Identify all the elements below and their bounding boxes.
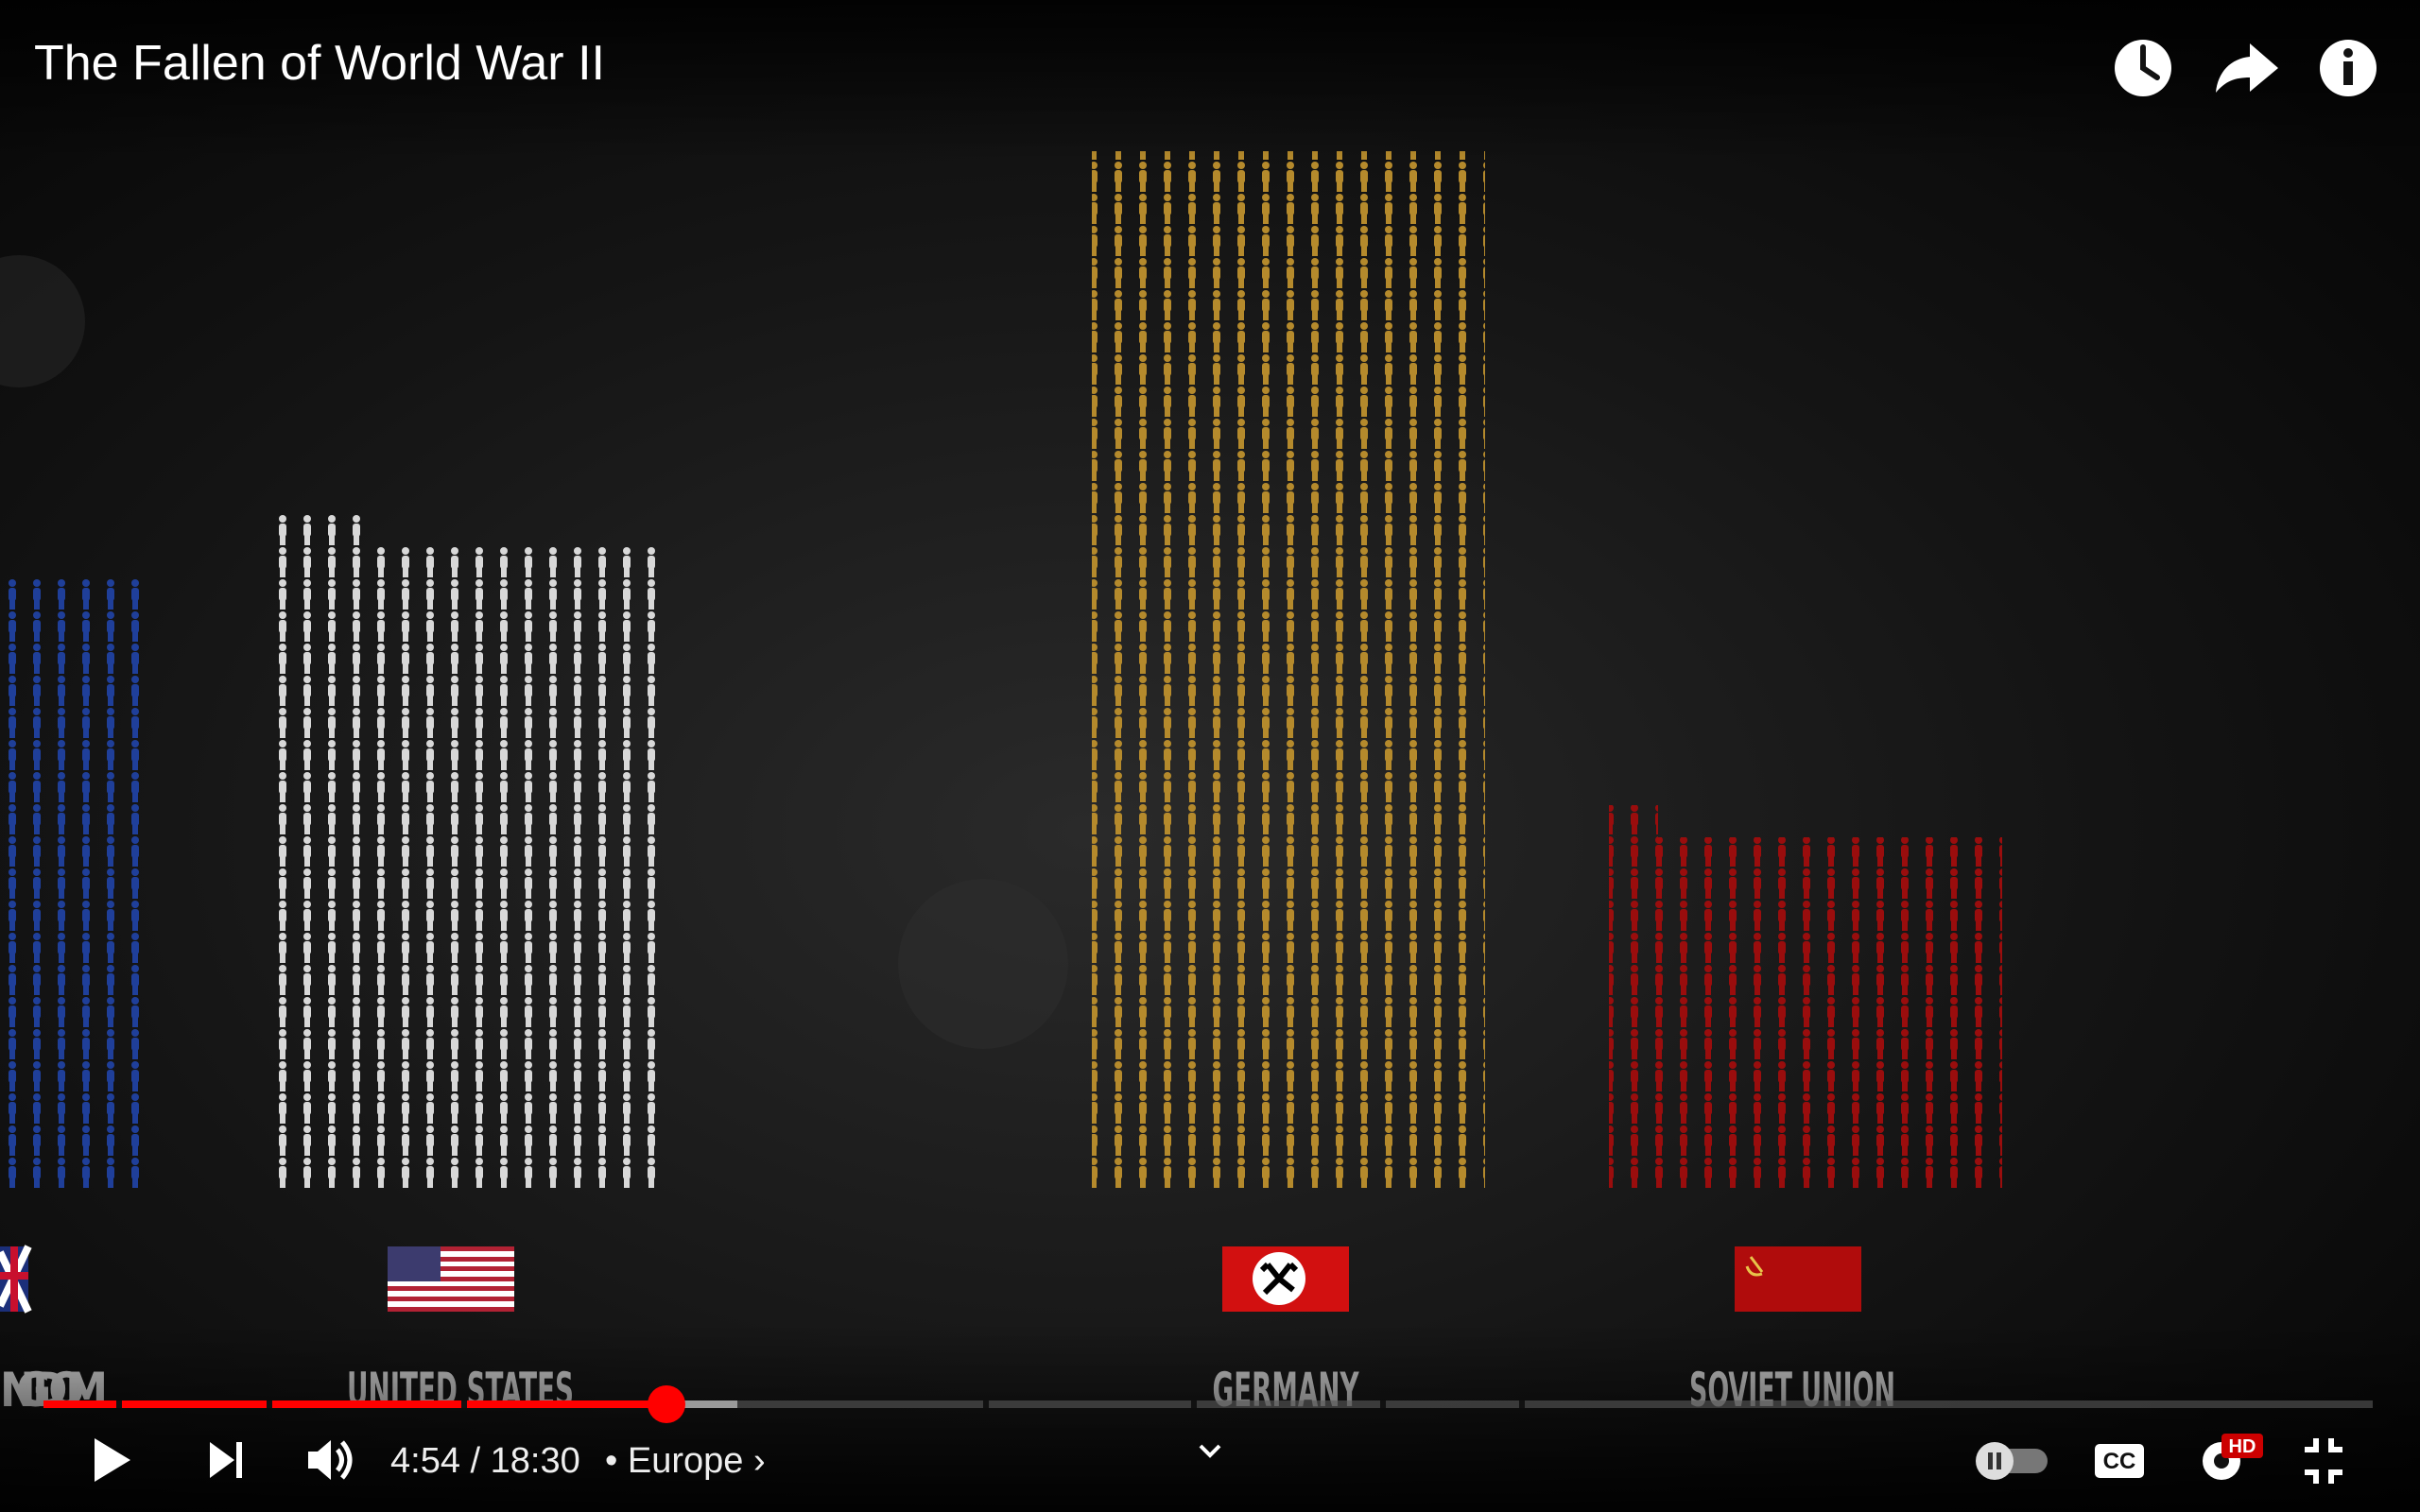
exit-fullscreen-button[interactable] (2305, 1438, 2342, 1484)
figure-column (1609, 837, 2002, 1189)
figure-column (275, 546, 668, 1189)
expand-chevron[interactable] (1199, 1444, 1221, 1458)
figure-column (0, 578, 148, 1189)
captions-button[interactable]: CC (2095, 1444, 2144, 1478)
figure-column (275, 514, 373, 546)
background-blur (0, 255, 85, 387)
flag-uk (0, 1245, 32, 1314)
captions-label: CC (2103, 1449, 2136, 1474)
quality-badge: HD (2229, 1436, 2256, 1457)
scrubber[interactable] (648, 1385, 685, 1423)
background-blur (898, 879, 1068, 1049)
figure-column (1609, 805, 1658, 837)
flag-us (388, 1246, 514, 1312)
play-button[interactable] (95, 1438, 130, 1482)
time-display: 4:54 / 18:30 (390, 1441, 580, 1481)
bottom-gradient (0, 1323, 2420, 1512)
next-button[interactable] (210, 1442, 242, 1478)
watch-later-button[interactable] (2115, 40, 2171, 96)
settings-button[interactable]: HD (2203, 1434, 2263, 1480)
volume-button[interactable] (308, 1440, 353, 1480)
share-button[interactable] (2216, 43, 2278, 93)
chapter-title[interactable]: • Europe › (605, 1441, 766, 1481)
video-title[interactable]: The Fallen of World War II (34, 36, 605, 91)
figure-column (1092, 151, 1485, 1189)
flag-soviet (1735, 1246, 1861, 1312)
info-button[interactable] (2320, 40, 2377, 96)
autoplay-toggle[interactable] (1976, 1442, 2048, 1480)
top-gradient (0, 0, 2420, 161)
flag-germany (1222, 1246, 1349, 1312)
progress-bar[interactable] (43, 1385, 2373, 1423)
